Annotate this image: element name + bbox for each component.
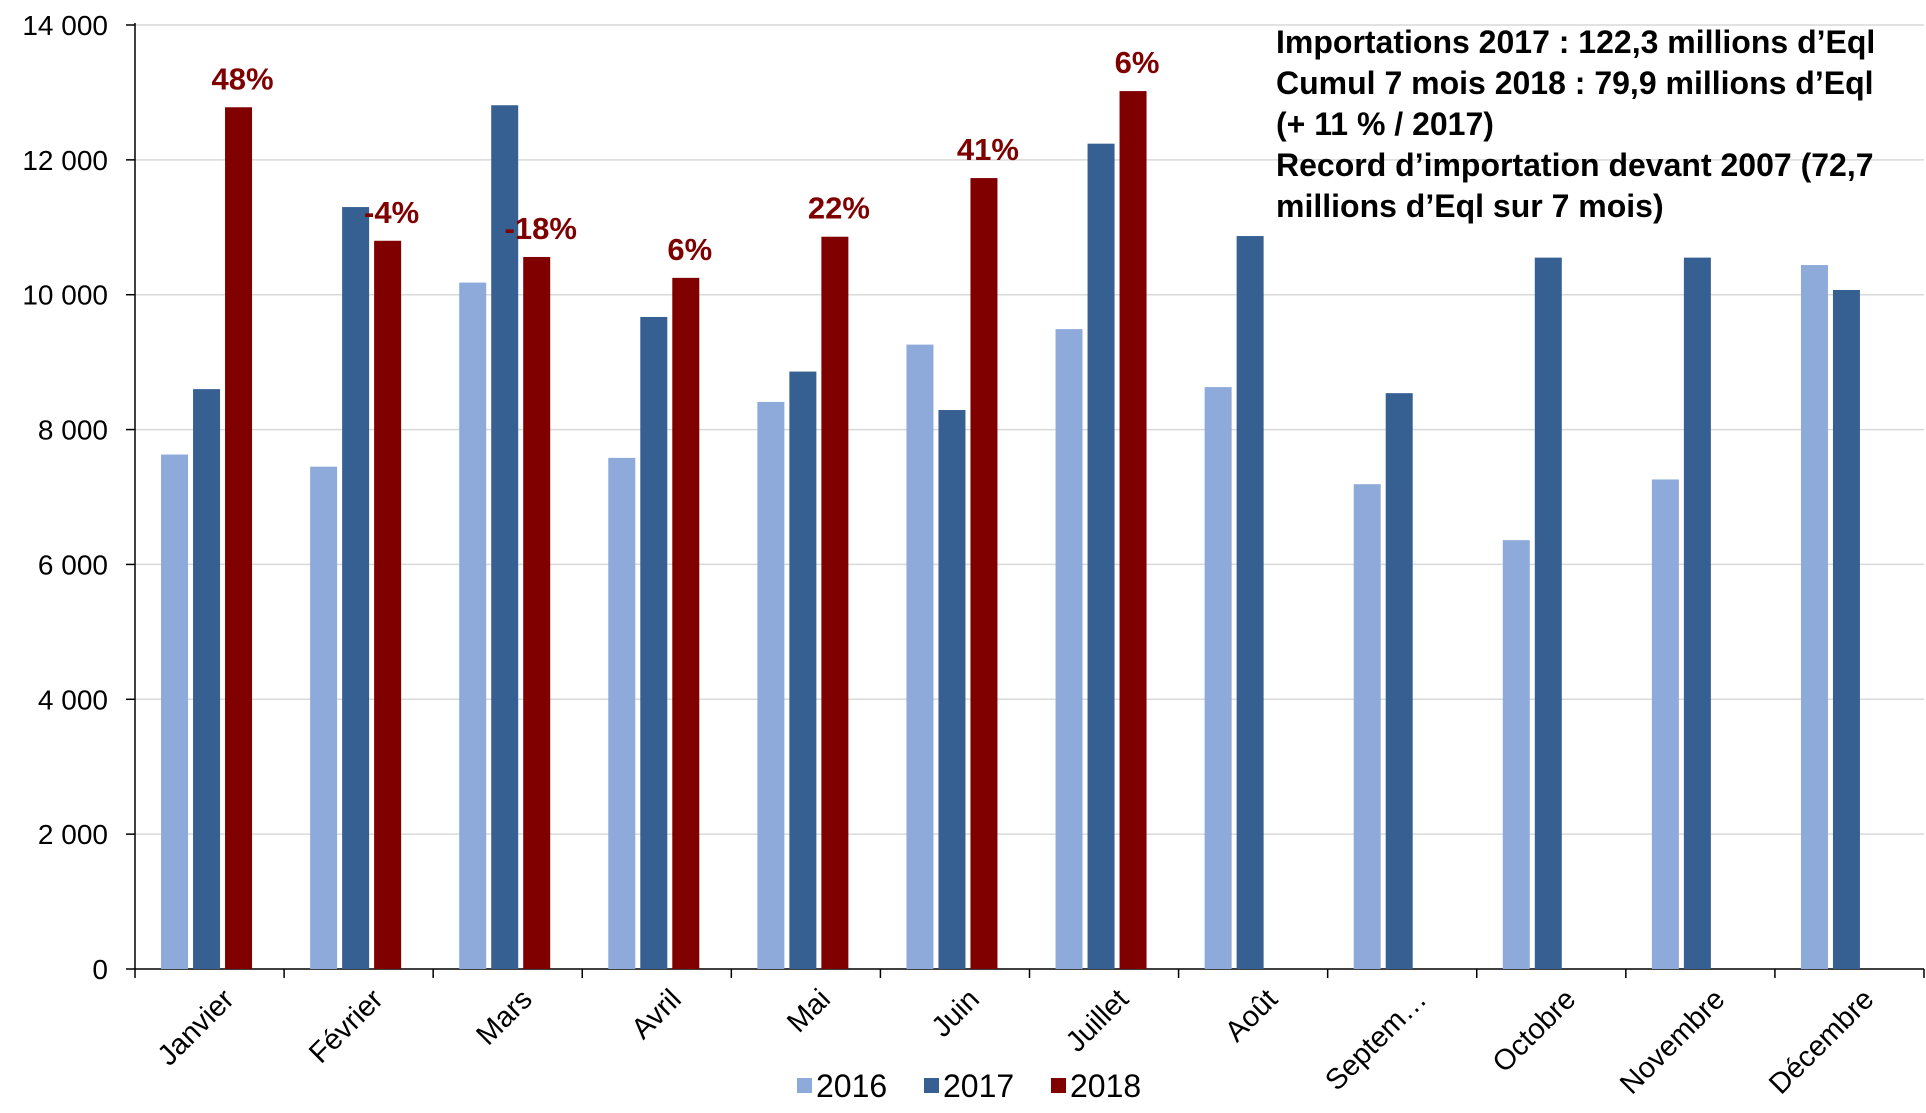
bar-2018-Juin: [970, 178, 998, 969]
bar-2016-Septem…: [1353, 484, 1381, 969]
annotation-line: Importations 2017 : 122,3 millions d’Eql: [1276, 24, 1876, 60]
bar-2018-Février: [374, 240, 402, 969]
data-label-2018: 48%: [212, 61, 274, 96]
bar-2017-Juillet: [1087, 143, 1115, 969]
legend-swatch-2018: [1051, 1078, 1066, 1093]
annotation-line: Cumul 7 mois 2018 : 79,9 millions d’Eql: [1276, 65, 1874, 101]
x-axis-ticks: Janvier Février Mars Avril Mai Juin Juillet Aoû…: [152, 983, 1881, 1100]
annotation-line: (+ 11 % / 2017): [1276, 106, 1494, 142]
bar-2016-Juin: [906, 344, 934, 969]
x-tick-label: Mai: [781, 983, 837, 1039]
y-tick-label: 0: [92, 954, 108, 985]
x-tick-label: Avril: [626, 983, 688, 1045]
legend-swatch-2017: [924, 1078, 939, 1093]
y-tick-label: 12 000: [22, 145, 108, 176]
data-label-2018: 22%: [808, 191, 870, 226]
data-label-2018: -4%: [364, 195, 419, 230]
bar-2017-Janvier: [193, 389, 221, 970]
x-tick-label: Août: [1219, 983, 1284, 1048]
axes: [126, 23, 1925, 978]
x-tick-label: Juillet: [1060, 983, 1135, 1058]
bar-2017-Avril: [640, 316, 668, 970]
annotation-box: Importations 2017 : 122,3 millions d’Eql…: [1276, 22, 1924, 227]
bar-2016-Juillet: [1055, 329, 1083, 969]
x-tick-label: Janvier: [152, 983, 241, 1072]
data-label-2018: 6%: [667, 232, 712, 267]
data-labels: 48% -4% -18% 6% 22% 41% 6%: [212, 45, 1160, 267]
bar-2018-Mai: [821, 236, 849, 969]
x-tick-label: Juin: [926, 983, 986, 1043]
x-tick-label: Novembre: [1614, 983, 1731, 1100]
bar-2017-Mars: [491, 105, 519, 970]
bar-2016-Janvier: [161, 454, 189, 969]
grid-lines: [135, 24, 1924, 835]
data-label-2018: -18%: [505, 211, 577, 246]
bar-2018-Mars: [523, 256, 551, 969]
annotation-line: Record d’importation devant 2007 (72,7: [1276, 147, 1874, 183]
bar-2016-Février: [310, 466, 338, 969]
x-tick-label: Mars: [470, 983, 538, 1051]
legend-label-2017: 2017: [943, 1068, 1014, 1104]
x-tick-label: Février: [303, 983, 390, 1070]
x-tick-label: Octobre: [1487, 983, 1583, 1079]
bar-2017-Septem…: [1385, 393, 1413, 969]
y-tick-label: 6 000: [38, 549, 108, 580]
legend: 2016 2017 2018: [797, 1068, 1141, 1104]
data-label-2018: 41%: [957, 132, 1019, 167]
y-tick-label: 4 000: [38, 684, 108, 715]
bar-2016-Décembre: [1800, 265, 1828, 969]
legend-swatch-2016: [797, 1078, 812, 1093]
y-tick-label: 10 000: [22, 280, 108, 311]
legend-label-2018: 2018: [1070, 1068, 1141, 1104]
bar-2016-Novembre: [1651, 479, 1679, 969]
x-tick-label: Septem…: [1319, 983, 1433, 1097]
bar-2016-Août: [1204, 387, 1232, 969]
bar-2018-Juillet: [1119, 91, 1147, 969]
y-tick-label: 14 000: [22, 10, 108, 41]
legend-label-2016: 2016: [816, 1068, 887, 1104]
bar-2017-Août: [1236, 236, 1264, 970]
bar-2016-Octobre: [1502, 540, 1530, 969]
bar-2018-Janvier: [225, 107, 253, 969]
y-tick-label: 8 000: [38, 415, 108, 446]
bar-2017-Juin: [938, 410, 966, 969]
bar-2016-Mars: [459, 282, 487, 969]
bar-2017-Février: [342, 207, 370, 970]
bar-2017-Décembre: [1832, 289, 1860, 970]
bar-2016-Avril: [608, 457, 636, 969]
bars: [161, 91, 1860, 970]
bar-2017-Mai: [789, 371, 817, 969]
bar-2018-Avril: [672, 277, 700, 969]
data-label-2018: 6%: [1115, 45, 1160, 80]
annotation-line: millions d’Eql sur 7 mois): [1276, 188, 1664, 224]
y-tick-label: 2 000: [38, 819, 108, 850]
bar-2016-Mai: [757, 401, 785, 969]
y-axis-ticks: 0 2 000 4 000 6 000 8 000 10 000 12 000 14 000: [22, 10, 108, 985]
bar-2017-Novembre: [1683, 257, 1711, 970]
x-tick-label: Décembre: [1763, 983, 1880, 1100]
bar-2017-Octobre: [1534, 257, 1562, 970]
